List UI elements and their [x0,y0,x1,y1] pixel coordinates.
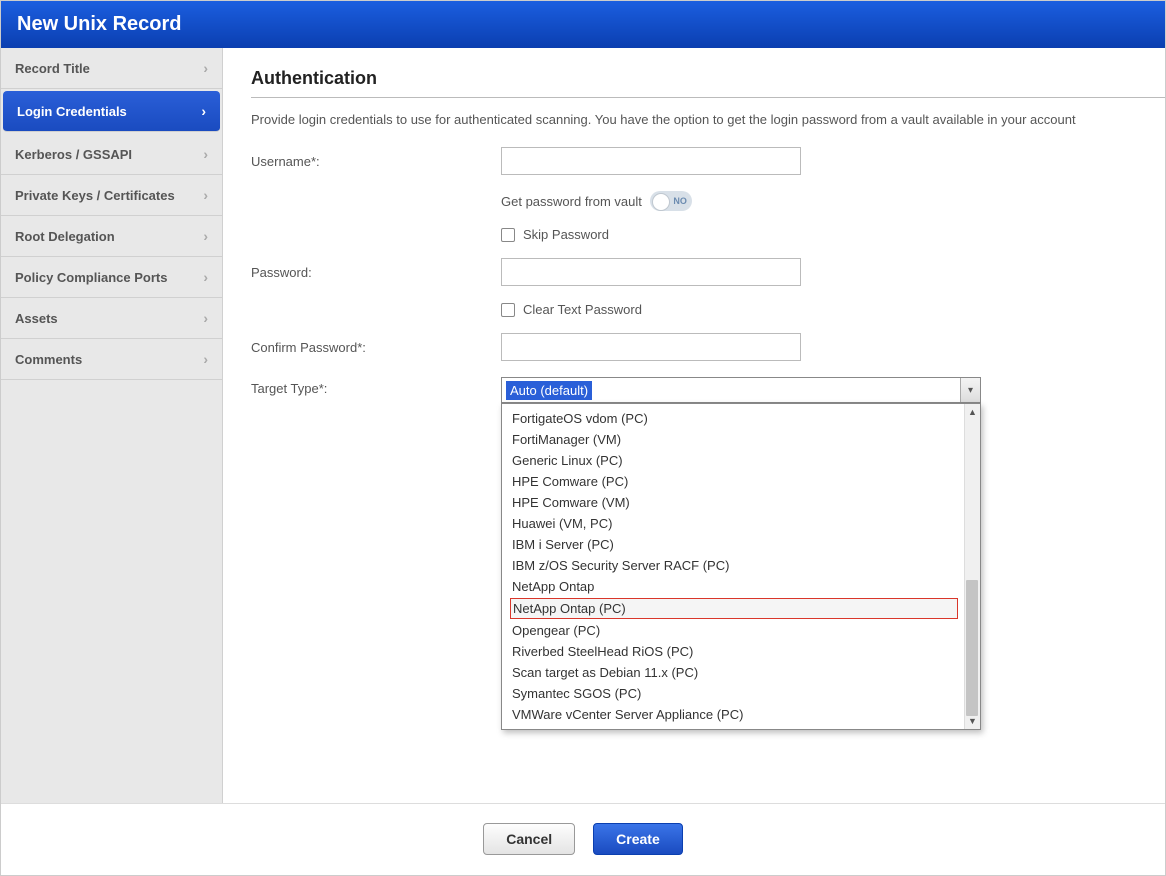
window-title: New Unix Record [17,13,181,35]
sidebar-item-label: Assets [15,311,58,326]
section-description: Provide login credentials to use for aut… [251,112,1165,127]
sidebar-item-private-keys-certificates[interactable]: Private Keys / Certificates › [1,175,222,216]
main-panel: Authentication Provide login credentials… [223,48,1165,803]
row-username: Username*: [251,147,1165,175]
dropdown-option[interactable]: Huawei (VM, PC) [502,513,964,534]
dropdown-option[interactable]: Scan target as Debian 11.x (PC) [502,662,964,683]
dropdown-option[interactable]: Riverbed SteelHead RiOS (PC) [502,641,964,662]
sidebar-item-label: Policy Compliance Ports [15,270,167,285]
skip-password-checkbox[interactable] [501,228,515,242]
scroll-down-icon[interactable]: ▼ [965,713,980,729]
row-target-type: Target Type*: Auto (default) ▾ Fortigate… [251,377,1165,403]
dropdown-option[interactable]: IBM i Server (PC) [502,534,964,555]
dropdown-scrollbar[interactable]: ▲ ▼ [964,404,980,729]
sidebar-item-login-credentials[interactable]: Login Credentials › [3,91,220,132]
dropdown-option[interactable]: VMWare vCenter Server Appliance (PC) [502,704,964,725]
chevron-right-icon: › [203,310,208,326]
dropdown-option[interactable]: IBM z/OS Security Server RACF (PC) [502,555,964,576]
username-input[interactable] [501,147,801,175]
row-vault: Get password from vault NO [501,191,1165,211]
sidebar-item-policy-compliance-ports[interactable]: Policy Compliance Ports › [1,257,222,298]
label-clear-text: Clear Text Password [523,302,642,317]
dropdown-option[interactable]: Opengear (PC) [502,620,964,641]
row-password: Password: [251,258,1165,286]
sidebar-item-label: Private Keys / Certificates [15,188,175,203]
chevron-right-icon: › [203,187,208,203]
label-username: Username*: [251,154,501,169]
create-button[interactable]: Create [593,823,683,855]
target-type-dropdown: FortigateOS vdom (PC)FortiManager (VM)Ge… [501,403,981,730]
sidebar-item-label: Comments [15,352,82,367]
sidebar-item-label: Login Credentials [17,104,127,119]
sidebar: Record Title›Login Credentials›Kerberos … [1,48,223,803]
label-vault: Get password from vault [501,194,642,209]
scrollbar-thumb[interactable] [966,580,978,717]
label-skip-password: Skip Password [523,227,609,242]
scroll-up-icon[interactable]: ▲ [965,404,980,420]
window-header: New Unix Record [1,1,1165,48]
chevron-right-icon: › [203,269,208,285]
sidebar-item-kerberos-gssapi[interactable]: Kerberos / GSSAPI › [1,134,222,175]
sidebar-item-label: Kerberos / GSSAPI [15,147,132,162]
target-type-select-wrap: Auto (default) ▾ FortigateOS vdom (PC)Fo… [501,377,981,403]
dropdown-option[interactable]: Symantec SGOS (PC) [502,683,964,704]
chevron-right-icon: › [203,351,208,367]
confirm-password-input[interactable] [501,333,801,361]
sidebar-item-assets[interactable]: Assets › [1,298,222,339]
footer: Cancel Create [1,803,1165,873]
sidebar-item-record-title[interactable]: Record Title › [1,48,222,89]
label-target-type: Target Type*: [251,377,501,396]
chevron-right-icon: › [203,228,208,244]
dropdown-option[interactable]: HPE Comware (VM) [502,492,964,513]
body-container: Record Title›Login Credentials›Kerberos … [1,48,1165,803]
cancel-button[interactable]: Cancel [483,823,575,855]
vault-toggle[interactable]: NO [650,191,692,211]
target-type-select[interactable]: Auto (default) ▾ [501,377,981,403]
sidebar-item-label: Root Delegation [15,229,115,244]
section-title: Authentication [251,68,1165,98]
chevron-right-icon: › [203,60,208,76]
row-clear-text: Clear Text Password [501,302,1165,317]
sidebar-item-label: Record Title [15,61,90,76]
clear-text-checkbox[interactable] [501,303,515,317]
label-confirm-password: Confirm Password*: [251,340,501,355]
chevron-down-icon: ▾ [960,378,980,402]
row-confirm-password: Confirm Password*: [251,333,1165,361]
dropdown-option[interactable]: HPE Comware (PC) [502,471,964,492]
dropdown-option[interactable]: FortiManager (VM) [502,429,964,450]
chevron-right-icon: › [201,103,206,119]
label-password: Password: [251,265,501,280]
target-type-selected-value: Auto (default) [506,381,592,400]
dropdown-option[interactable]: NetApp Ontap (PC) [510,598,958,619]
row-skip-password: Skip Password [501,227,1165,242]
chevron-right-icon: › [203,146,208,162]
sidebar-item-comments[interactable]: Comments › [1,339,222,380]
password-input[interactable] [501,258,801,286]
dropdown-option[interactable]: Generic Linux (PC) [502,450,964,471]
dropdown-option[interactable]: NetApp Ontap [502,576,964,597]
dropdown-option[interactable]: FortigateOS vdom (PC) [502,408,964,429]
sidebar-item-root-delegation[interactable]: Root Delegation › [1,216,222,257]
